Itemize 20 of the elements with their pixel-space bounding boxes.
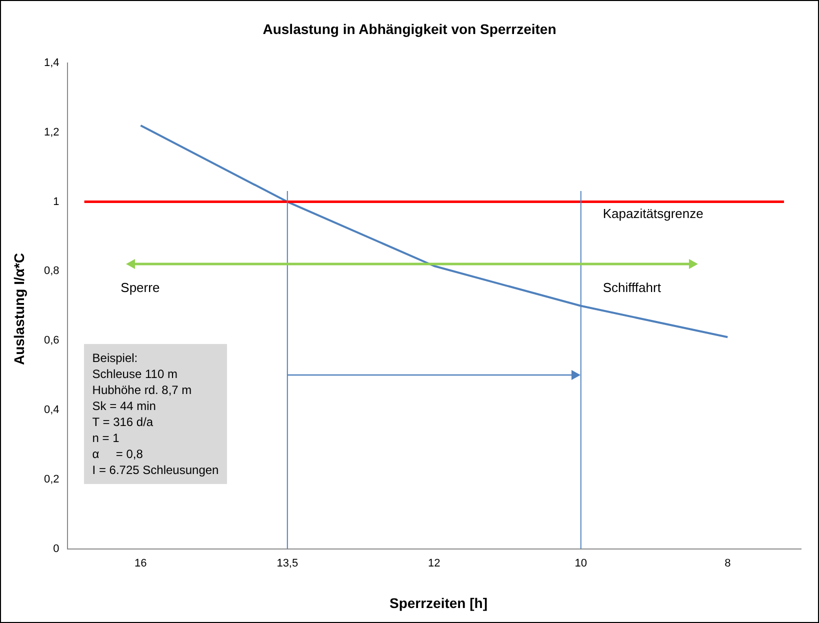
y-tick-label: 0 xyxy=(53,542,60,555)
y-tick-label: 1,2 xyxy=(44,126,60,138)
x-tick-label: 12 xyxy=(428,557,440,570)
ref-line-label: Kapazitätsgrenze xyxy=(602,206,704,221)
annotation: Beispiel: Schleuse 110 m Hubhöhe rd. 8,7 m Sk = 44 min T = 316 d/a n = 1 α = 0,8 I = 6.725 Schleusungen xyxy=(84,344,227,484)
x-tick-label: 10 xyxy=(574,557,588,570)
annotation: Sperre xyxy=(120,279,160,296)
x-axis-title: Sperrzeiten [h] xyxy=(388,595,488,611)
y-tick-label: 0,4 xyxy=(44,404,60,416)
x-tick-label: 8 xyxy=(724,557,731,570)
chart-title: Auslastung in Abhängigkeit von Sperrzeiten xyxy=(262,21,558,37)
y-tick-label: 0,6 xyxy=(44,334,60,347)
annotation: Schifffahrt xyxy=(602,279,661,296)
x-tick-label: 16 xyxy=(134,557,147,570)
y-tick-label: 1,4 xyxy=(44,57,60,70)
x-tick-label: 13,5 xyxy=(276,557,298,570)
y-tick-label: 0,2 xyxy=(44,473,60,486)
y-tick-label: 0,8 xyxy=(44,265,60,278)
y-tick-label: 1 xyxy=(53,196,60,208)
y-axis-title: Auslastung I/α*C xyxy=(11,252,27,368)
